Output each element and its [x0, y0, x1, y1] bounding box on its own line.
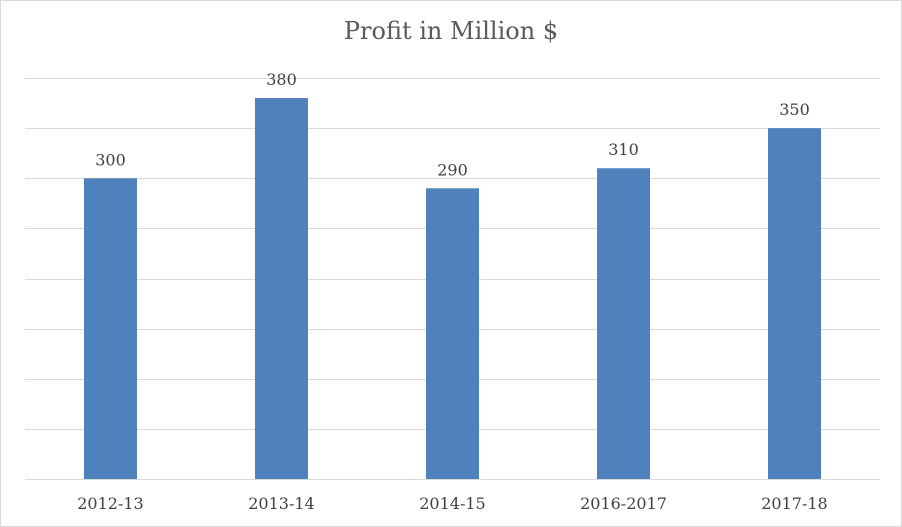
x-tick-label: 2016-2017: [580, 494, 667, 513]
bar-2012-13: [84, 178, 137, 479]
data-label: 310: [608, 140, 639, 159]
data-label: 290: [437, 160, 468, 179]
x-tick-label: 2017-18: [761, 494, 827, 513]
data-label: 350: [779, 100, 810, 119]
data-label: 380: [266, 70, 297, 89]
data-label: 300: [95, 150, 126, 169]
x-tick-label: 2012-13: [77, 494, 143, 513]
chart-title: Profit in Million $: [343, 17, 559, 45]
bar-2016-2017: [597, 168, 650, 479]
bars: [84, 98, 821, 480]
x-tick-label: 2014-15: [419, 494, 485, 513]
bar-2017-18: [768, 128, 821, 479]
data-labels: 300 380 290 310 350: [95, 70, 810, 179]
bar-2013-14: [255, 98, 308, 480]
x-tick-label: 2013-14: [248, 494, 314, 513]
bar-2014-15: [426, 188, 479, 479]
x-axis-tick-labels: 2012-13 2013-14 2014-15 2016-2017 2017-18: [77, 494, 827, 513]
